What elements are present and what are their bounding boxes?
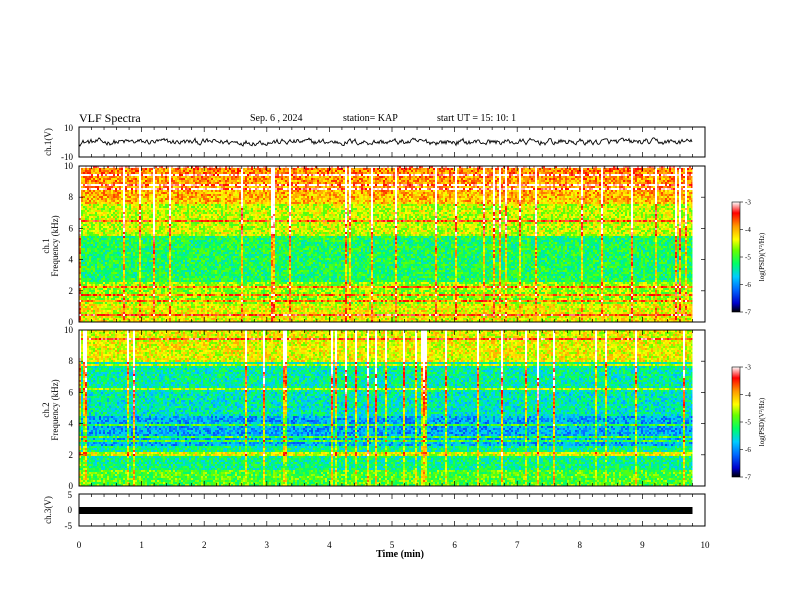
ch3-ytick-bottom: -5 — [65, 521, 73, 531]
ch1-ytick-top: 10 — [64, 123, 74, 133]
ch1-colorbar-label: log(PSD)(V²/Hz) — [758, 232, 766, 281]
colorbar-tick-label: -7 — [745, 474, 751, 482]
ch1-colorbar: -3 -4 -5 -6 -7 log(PSD)(V²/Hz) — [732, 199, 766, 317]
ch2-spectrogram-cells — [79, 330, 705, 486]
time-tick-label: 8 — [578, 540, 583, 550]
ch3-ytick-mid: 0 — [68, 505, 73, 515]
ch1-waveform-panel: 10 -10 ch.1(V) — [43, 123, 705, 162]
time-axis-label: Time (min) — [376, 549, 424, 560]
ch2-colorbar-label: log(PSD)(V²/Hz) — [758, 397, 766, 446]
ch2-spectrogram-ylabel: Frequency (kHz) — [50, 379, 60, 440]
colorbar-tick-label: -5 — [745, 254, 751, 262]
ch3-waveform-panel: 5 0 -5 ch.3(V) — [43, 490, 705, 531]
ch3-waveform-ylabel: ch.3(V) — [43, 496, 53, 524]
time-tick-label: 7 — [515, 540, 520, 550]
ch3-ytick-top: 5 — [68, 490, 73, 500]
frequency-tick-label: 6 — [69, 387, 74, 397]
time-tick-label: 10 — [701, 540, 711, 550]
ch1-waveform-ylabel: ch.1(V) — [43, 128, 53, 156]
frequency-tick-label: 8 — [69, 356, 74, 366]
time-tick-label: 0 — [77, 540, 82, 550]
frequency-tick-label: 6 — [69, 223, 74, 233]
colorbar-tick-label: -6 — [745, 281, 751, 289]
colorbar-tick-label: -4 — [745, 391, 751, 399]
frequency-tick-label: 4 — [69, 255, 74, 265]
ch1-spectrogram-ylabel: Frequency (kHz) — [50, 215, 60, 276]
ch3-waveform-band — [79, 507, 693, 514]
colorbar-tick-label: -7 — [745, 309, 751, 317]
frequency-tick-label: 2 — [69, 286, 74, 296]
time-tick-label: 4 — [327, 540, 332, 550]
colorbar-tick-label: -5 — [745, 419, 751, 427]
time-tick-label: 6 — [452, 540, 457, 550]
colorbar-tick-label: -6 — [745, 446, 751, 454]
frequency-tick-label: 2 — [69, 450, 74, 460]
colorbar-tick-label: -3 — [745, 199, 751, 207]
ch1-spectrogram-cells — [79, 166, 705, 322]
vlf-figure: 10 -10 ch.1(V) 0246810 ch.1 Frequency (k… — [0, 0, 792, 612]
time-tick-label: 3 — [265, 540, 270, 550]
time-tick-label: 1 — [139, 540, 144, 550]
time-tick-label: 9 — [640, 540, 645, 550]
frequency-tick-label: 10 — [64, 161, 74, 171]
frequency-tick-label: 10 — [64, 325, 74, 335]
ch2-colorbar: -3 -4 -5 -6 -7 log(PSD)(V²/Hz) — [732, 364, 766, 482]
frequency-tick-label: 8 — [69, 192, 74, 202]
colorbar-tick-label: -3 — [745, 364, 751, 372]
frequency-tick-label: 4 — [69, 419, 74, 429]
time-tick-label: 2 — [202, 540, 207, 550]
colorbar-tick-label: -4 — [745, 226, 751, 234]
